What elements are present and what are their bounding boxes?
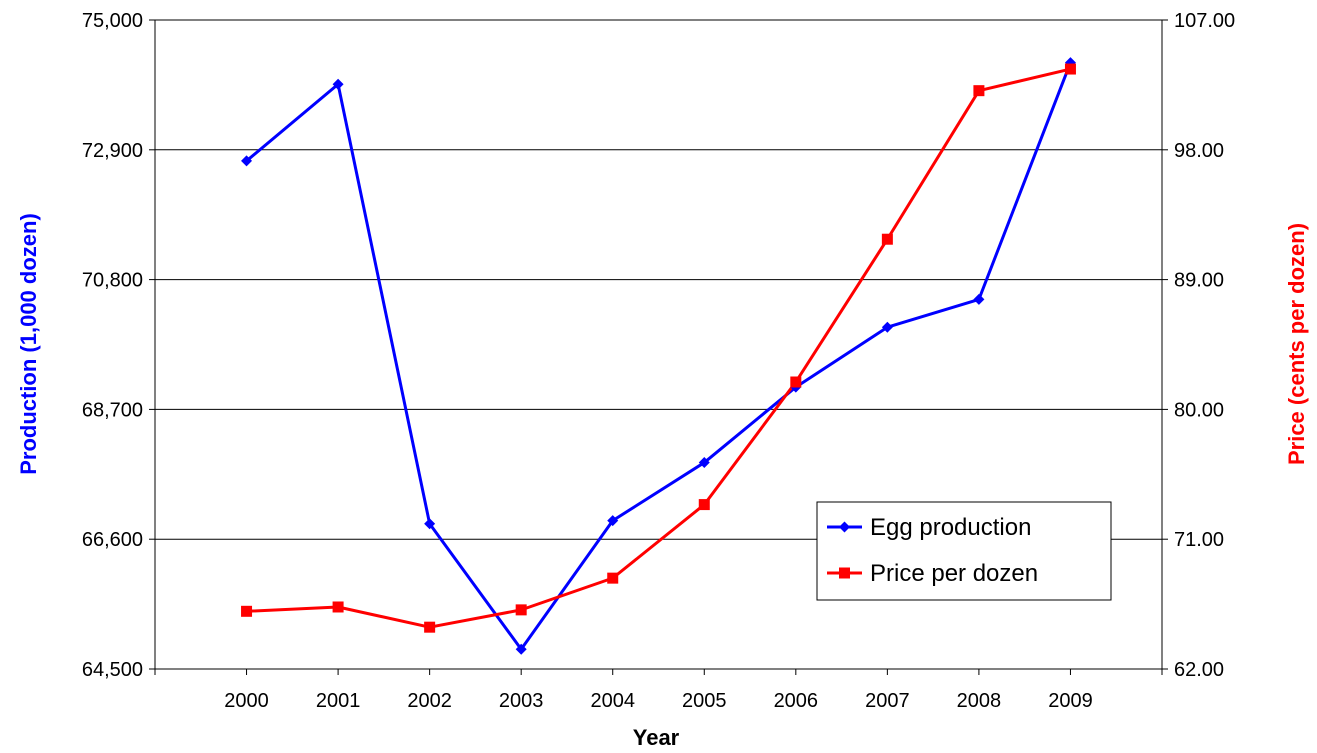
data-point-price-per-dozen bbox=[607, 572, 619, 584]
x-tick-label: 2007 bbox=[865, 690, 910, 712]
data-point-egg-production bbox=[424, 518, 436, 530]
x-tick-label: 2003 bbox=[499, 690, 544, 712]
data-point-egg-production bbox=[973, 293, 985, 305]
data-point-egg-production bbox=[881, 321, 893, 333]
gridlines bbox=[155, 19, 1162, 540]
series-line-price-per-dozen bbox=[246, 67, 1071, 629]
y-left-tick-label: 72,900 bbox=[82, 140, 143, 162]
legend-label-egg-production: Egg production bbox=[870, 514, 1031, 541]
axes bbox=[149, 19, 1168, 675]
x-tick-label: 2000 bbox=[224, 690, 269, 712]
data-point-price-per-dozen bbox=[241, 605, 253, 617]
tick-labels: 64,500 62.00 66,600 71.00 68,700 80.00 70,800 8… bbox=[82, 10, 1235, 712]
legend-marker-square-icon bbox=[839, 567, 850, 579]
data-point-egg-production bbox=[1064, 57, 1076, 69]
x-tick-label: 2008 bbox=[957, 690, 1002, 712]
data-point-price-per-dozen bbox=[881, 233, 893, 245]
data-point-egg-production bbox=[607, 515, 619, 527]
y-right-tick-label: 62.00 bbox=[1174, 659, 1224, 681]
y-axis-right-title: Price (cents per dozen) bbox=[1284, 223, 1309, 465]
series-markers bbox=[241, 57, 1076, 655]
legend-item-egg-production: Egg production bbox=[827, 514, 1031, 541]
legend: Egg production Price per dozen bbox=[816, 501, 1112, 601]
y-left-tick-label: 64,500 bbox=[82, 659, 143, 681]
legend-label-price-per-dozen: Price per dozen bbox=[870, 560, 1038, 587]
x-tick-label: 2009 bbox=[1048, 690, 1093, 712]
x-tick-label: 2005 bbox=[682, 690, 727, 712]
series-line-egg-production bbox=[245, 62, 1072, 651]
data-point-egg-production bbox=[332, 78, 344, 90]
data-point-price-per-dozen bbox=[973, 85, 985, 97]
data-point-egg-production bbox=[515, 643, 527, 655]
y-right-tick-label: 107.00 bbox=[1174, 10, 1235, 32]
data-point-egg-production bbox=[241, 155, 253, 167]
data-point-price-per-dozen bbox=[332, 601, 344, 613]
data-point-egg-production bbox=[698, 457, 710, 469]
data-point-price-per-dozen bbox=[515, 604, 527, 616]
x-tick-label: 2002 bbox=[407, 690, 452, 712]
y-left-tick-label: 68,700 bbox=[82, 399, 143, 421]
data-point-price-per-dozen bbox=[698, 499, 710, 511]
y-left-tick-label: 75,000 bbox=[82, 10, 143, 32]
y-left-tick-label: 70,800 bbox=[82, 270, 143, 292]
x-tick-label: 2001 bbox=[316, 690, 361, 712]
y-left-tick-label: 66,600 bbox=[82, 529, 143, 551]
x-tick-label: 2004 bbox=[590, 690, 635, 712]
data-point-price-per-dozen bbox=[424, 621, 436, 633]
legend-box bbox=[816, 501, 1112, 601]
x-tick-label: 2006 bbox=[774, 690, 819, 712]
y-right-tick-label: 71.00 bbox=[1174, 529, 1224, 551]
data-point-price-per-dozen bbox=[1064, 63, 1076, 75]
y-right-tick-label: 80.00 bbox=[1174, 399, 1224, 421]
y-right-tick-label: 98.00 bbox=[1174, 140, 1224, 162]
data-point-price-per-dozen bbox=[790, 376, 802, 388]
series-lines bbox=[245, 62, 1072, 651]
y-right-tick-label: 89.00 bbox=[1174, 270, 1224, 292]
y-axis-left-title: Production (1,000 dozen) bbox=[16, 213, 41, 475]
legend-marker-diamond-icon bbox=[839, 521, 850, 533]
x-axis-title: Year bbox=[633, 725, 680, 750]
legend-item-price-per-dozen: Price per dozen bbox=[827, 560, 1038, 587]
